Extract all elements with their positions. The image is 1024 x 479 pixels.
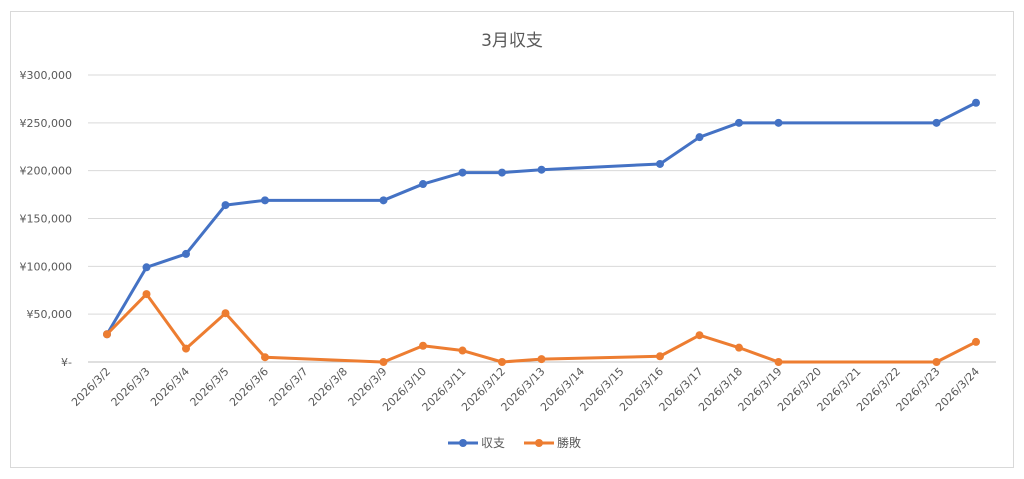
legend-label: 勝敗: [557, 435, 581, 450]
y-tick-label: ¥50,000: [27, 308, 73, 321]
data-point: [379, 358, 388, 366]
data-point: [735, 343, 743, 352]
data-point: [419, 180, 427, 189]
x-tick-label: 2026/3/3: [108, 365, 152, 409]
x-axis-ticks: 2026/3/22026/3/32026/3/42026/3/52026/3/6…: [69, 365, 982, 414]
x-tick-label: 2026/3/8: [306, 365, 350, 409]
y-tick-label: ¥100,000: [20, 260, 73, 273]
data-point: [656, 352, 664, 361]
data-point: [695, 133, 704, 142]
series-line: [105, 101, 978, 336]
chart-title: 3月収支: [481, 31, 543, 51]
data-point: [932, 118, 941, 127]
data-point: [932, 358, 941, 366]
y-tick-label: ¥200,000: [20, 165, 73, 178]
gridlines: [88, 74, 996, 363]
series-収支: [103, 98, 980, 339]
chart-frame: [10, 11, 1014, 468]
data-point: [261, 196, 269, 205]
x-tick-label: 2026/3/5: [187, 365, 231, 409]
y-tick-label: ¥150,000: [20, 213, 73, 226]
data-point: [221, 309, 230, 318]
series-勝敗: [103, 290, 980, 366]
y-tick-label: ¥300,000: [20, 69, 73, 82]
data-point: [458, 346, 467, 355]
data-point: [537, 355, 546, 364]
legend-marker: [459, 439, 467, 447]
legend-label: 収支: [481, 436, 505, 450]
data-point: [379, 196, 388, 205]
data-point: [537, 165, 546, 174]
data-point: [774, 358, 783, 366]
data-point: [656, 159, 664, 168]
data-point: [221, 201, 230, 210]
data-point: [735, 118, 743, 127]
x-tick-label: 2026/3/7: [266, 365, 310, 409]
data-point: [774, 118, 783, 127]
legend: 収支 勝敗: [448, 435, 581, 450]
data-point: [142, 290, 151, 299]
data-point: [498, 358, 506, 366]
x-tick-label: 2026/3/4: [148, 365, 192, 409]
y-axis-ticks: ¥- ¥50,000 ¥100,000 ¥150,000 ¥200,000 ¥250,00…: [20, 69, 73, 369]
y-tick-label: ¥-: [61, 356, 72, 369]
legend-item: 収支: [448, 436, 505, 450]
data-point: [972, 337, 980, 346]
data-point: [103, 330, 111, 339]
y-tick-label: ¥250,000: [20, 117, 73, 130]
data-point: [419, 341, 427, 350]
data-point: [142, 263, 151, 272]
legend-item: 勝敗: [524, 435, 581, 450]
series-layer: [103, 98, 980, 366]
x-tick-label: 2026/3/2: [69, 365, 113, 409]
data-point: [261, 353, 269, 362]
data-point: [458, 168, 467, 177]
data-point: [182, 344, 190, 353]
data-point: [498, 168, 506, 177]
series-line: [105, 292, 978, 364]
legend-marker: [535, 439, 543, 447]
x-tick-label: 2026/3/6: [227, 365, 271, 409]
data-point: [695, 331, 704, 340]
data-point: [972, 98, 980, 107]
data-point: [182, 249, 190, 258]
